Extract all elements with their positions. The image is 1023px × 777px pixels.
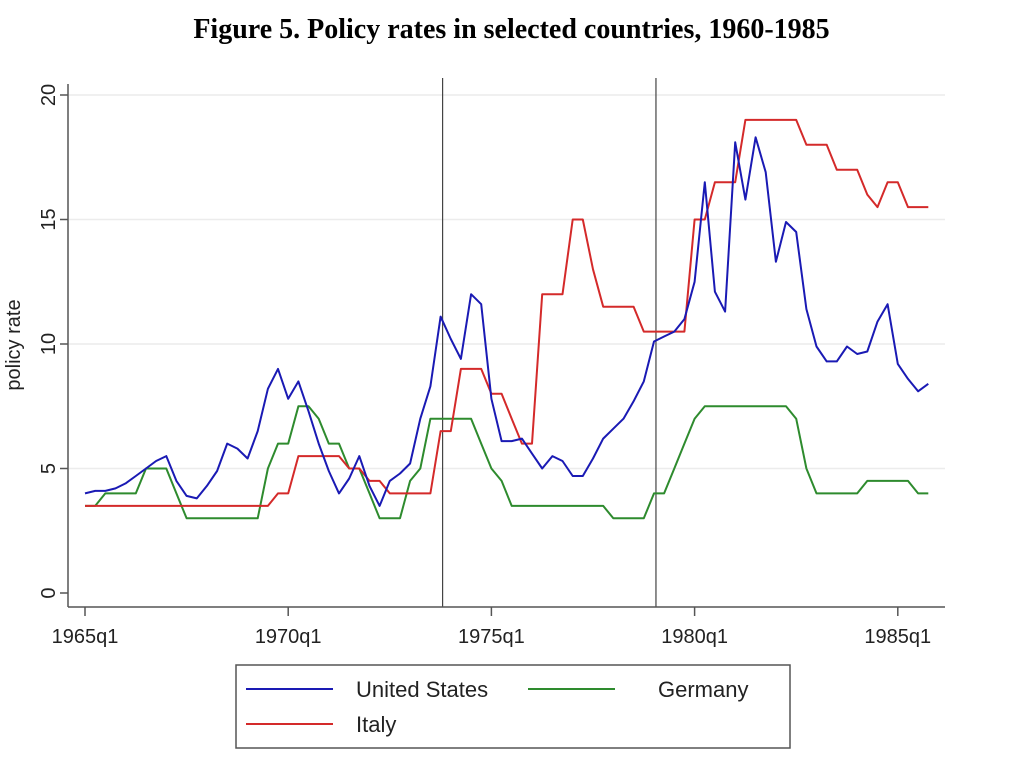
legend-label-italy: Italy	[356, 712, 396, 737]
x-tick-label: 1980q1	[661, 626, 728, 648]
x-tick-label: 1970q1	[255, 626, 322, 648]
x-ticks: 1965q1 1970q1 1975q1 1980q1 1985q1	[52, 607, 931, 648]
x-tick-label: 1975q1	[458, 626, 525, 648]
y-tick-label: 0	[38, 587, 60, 598]
gridlines	[69, 94, 945, 470]
series-line-italy	[85, 118, 929, 507]
y-tick-label: 15	[38, 208, 60, 230]
series-line-germany	[85, 405, 929, 520]
legend-box	[235, 664, 791, 749]
x-tick-label: 1985q1	[864, 626, 931, 648]
x-tick-label: 1965q1	[52, 626, 119, 648]
y-ticks: 0 5 10 15 20	[38, 84, 68, 599]
y-tick-label: 10	[38, 333, 60, 355]
series-line-united-states	[84, 136, 929, 507]
y-axis-title: policy rate	[3, 299, 25, 390]
legend-label-united-states: United States	[356, 677, 488, 702]
axes	[67, 84, 945, 608]
legend-label-germany: Germany	[658, 677, 748, 702]
plot-background	[0, 54, 968, 772]
y-tick-label: 5	[38, 463, 60, 474]
reference-lines	[442, 78, 657, 607]
legend: United States Germany Italy	[235, 664, 791, 749]
series-lines	[84, 118, 929, 520]
y-tick-label: 20	[38, 84, 60, 106]
chart-title: Figure 5. Policy rates in selected count…	[193, 14, 830, 45]
